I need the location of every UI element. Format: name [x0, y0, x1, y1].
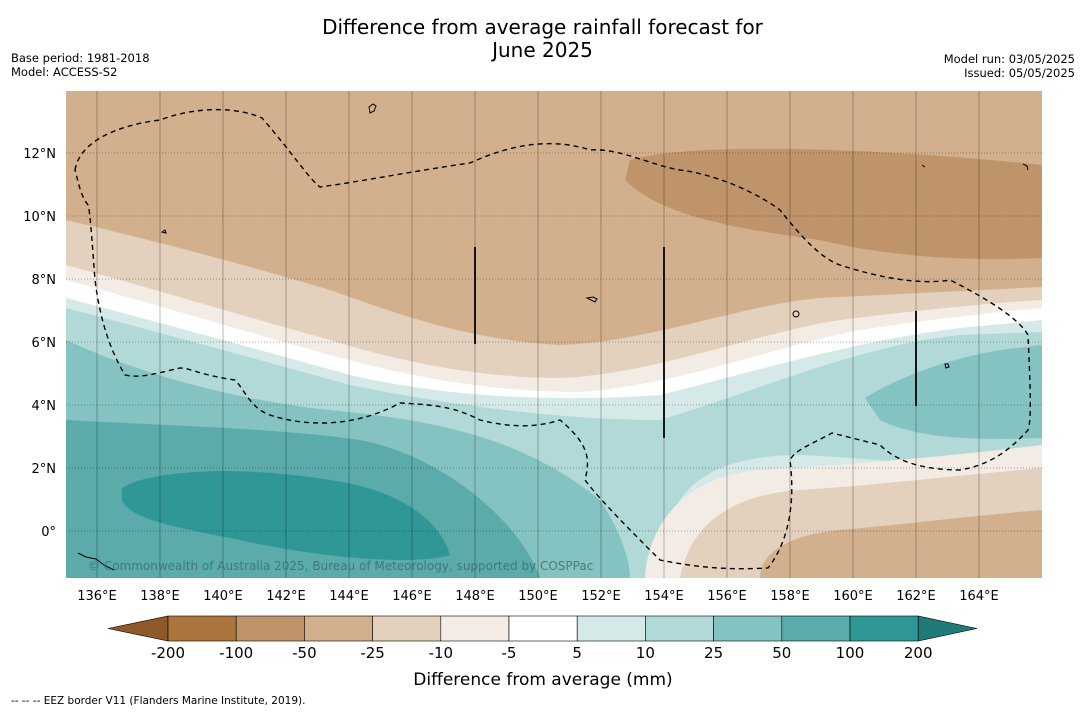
- colorbar-swatch: [508, 615, 578, 642]
- colorbar-swatch: [304, 615, 373, 642]
- colorbar-swatch: [645, 615, 714, 642]
- lat-tick-label: 4°N: [32, 399, 57, 414]
- lat-tick-label: 10°N: [23, 210, 56, 225]
- lon-tick-label: 154°E: [644, 589, 684, 604]
- lon-tick-label: 136°E: [77, 589, 117, 604]
- lon-tick-label: 144°E: [329, 589, 369, 604]
- colorbar-swatch: [235, 615, 305, 642]
- lon-tick-label: 138°E: [140, 589, 180, 604]
- colorbar-tick-label: -200: [151, 644, 185, 662]
- colorbar-swatch: [849, 615, 919, 642]
- colorbar-tick-label: -50: [292, 644, 317, 662]
- colorbar-tick-label: 10: [636, 644, 655, 662]
- lat-tick-label: 12°N: [23, 147, 56, 162]
- colorbar-swatch: [440, 615, 510, 642]
- colorbar-swatch: [167, 615, 237, 642]
- colorbar-tick-label: 5: [572, 644, 582, 662]
- colorbar-high-extend: [917, 615, 978, 642]
- colorbar-swatch: [713, 615, 783, 642]
- map-title-line1: Difference from average rainfall forecas…: [322, 15, 763, 39]
- lon-tick-label: 158°E: [770, 589, 810, 604]
- lon-tick-label: 148°E: [455, 589, 495, 604]
- lat-tick-label: 8°N: [32, 273, 57, 288]
- model-label: Model: ACCESS-S2: [11, 65, 118, 79]
- lon-tick-label: 160°E: [833, 589, 873, 604]
- lon-tick-label: 162°E: [896, 589, 936, 604]
- lon-tick-label: 150°E: [518, 589, 558, 604]
- lon-tick-label: 152°E: [581, 589, 621, 604]
- colorbar-swatch: [781, 615, 851, 642]
- colorbar: [107, 615, 978, 642]
- colorbar-tick-label: 200: [904, 644, 933, 662]
- issued-label: Issued: 05/05/2025: [964, 66, 1075, 80]
- colorbar-tick-label: -100: [219, 644, 253, 662]
- lon-tick-label: 156°E: [707, 589, 747, 604]
- eez-legend-note: -- -- -- EEZ border V11 (Flanders Marine…: [11, 695, 306, 707]
- colorbar-tick-label: -5: [502, 644, 517, 662]
- map-title-line2: June 2025: [492, 38, 593, 62]
- colorbar-tick-label: 25: [704, 644, 723, 662]
- lon-tick-label: 142°E: [266, 589, 306, 604]
- lat-tick-label: 6°N: [32, 336, 57, 351]
- rainfall-contours: [66, 91, 1042, 578]
- colorbar-tick-label: 50: [772, 644, 791, 662]
- copyright-text: © Commonwealth of Australia 2025, Bureau…: [88, 559, 593, 573]
- eez-border: [74, 108, 1032, 570]
- lon-tick-label: 164°E: [959, 589, 999, 604]
- colorbar-swatch: [372, 615, 442, 642]
- colorbar-swatch: [576, 615, 646, 642]
- lon-tick-label: 140°E: [203, 589, 243, 604]
- lat-tick-label: 2°N: [32, 462, 57, 477]
- colorbar-tick-label: -25: [360, 644, 385, 662]
- lon-tick-label: 146°E: [392, 589, 432, 604]
- colorbar-tick-label: 100: [836, 644, 865, 662]
- base-period-label: Base period: 1981-2018: [11, 51, 150, 65]
- model-run-label: Model run: 03/05/2025: [943, 52, 1075, 66]
- colorbar-low-extend: [107, 615, 169, 642]
- lat-tick-label: 0°: [41, 525, 56, 540]
- colorbar-title: Difference from average (mm): [413, 670, 672, 690]
- colorbar-tick-label: -10: [429, 644, 454, 662]
